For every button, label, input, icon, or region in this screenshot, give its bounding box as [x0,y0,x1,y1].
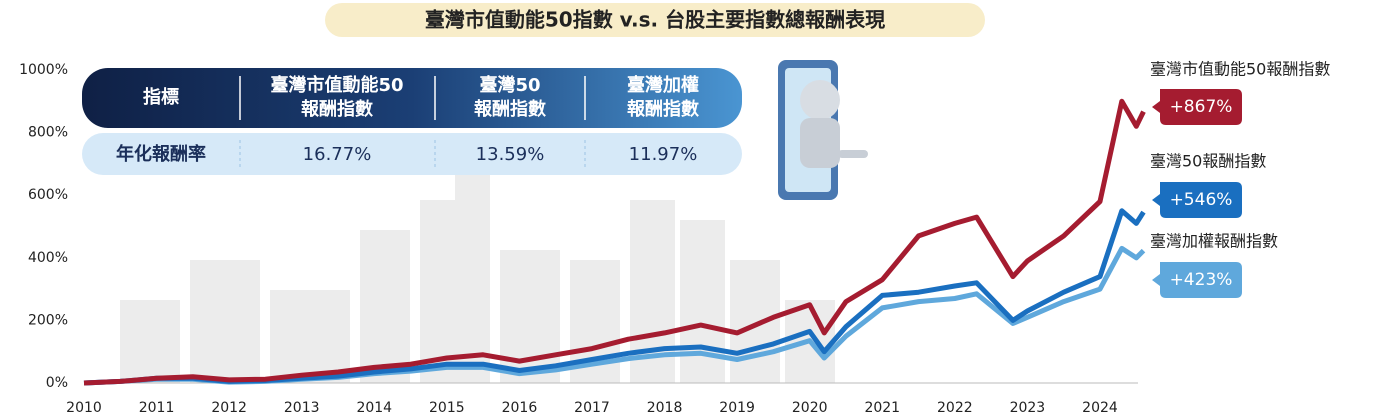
value-label: +423% [1170,270,1233,290]
table-header: 臺灣加權 [627,74,699,96]
x-tick-label: 2023 [1010,400,1046,416]
table-header-bg [82,68,742,128]
x-tick-label: 2020 [792,400,828,416]
y-tick-label: 200% [28,312,68,328]
label-pill [1152,89,1242,125]
x-tick-label: 2018 [647,400,683,416]
table-cell: 11.97% [629,144,698,165]
x-tick-label: 2022 [937,400,973,416]
x-tick-label: 2012 [211,400,247,416]
y-tick-label: 400% [28,250,68,266]
table-header: 報酬指數 [627,98,699,120]
x-tick-label: 2019 [719,400,755,416]
value-label: +546% [1170,190,1233,210]
x-tick-label: 2011 [139,400,175,416]
title-bg [325,3,985,37]
x-tick-label: 2021 [864,400,900,416]
table-header: 臺灣50 [479,74,540,96]
x-tick-label: 2013 [284,400,320,416]
table-header: 報酬指數 [301,98,373,120]
x-tick-label: 2014 [356,400,392,416]
legend-label: 臺灣加權報酬指數 [1150,232,1278,251]
table-cell: 年化報酬率 [116,143,206,165]
legend-label: 臺灣50報酬指數 [1150,152,1266,171]
series-line [83,98,1146,386]
table-cell: 16.77% [303,144,372,165]
x-tick-label: 2017 [574,400,610,416]
table-row-bg [82,133,742,175]
label-pill [1152,182,1242,218]
x-tick-label: 2016 [502,400,538,416]
value-label: +867% [1170,97,1233,117]
robot [778,60,868,200]
x-tick-label: 2010 [66,400,102,416]
chart-title: 臺灣市值動能50指數 v.s. 台股主要指數總報酬表現 [425,8,885,32]
x-tick-label: 2015 [429,400,465,416]
table-row-dividers [239,140,586,168]
y-tick-label: 1000% [19,62,68,78]
y-tick-label: 800% [28,125,68,141]
legend-label: 臺灣市值動能50報酬指數 [1150,60,1330,79]
table-cell: 13.59% [476,144,545,165]
table-header: 臺灣市值動能50 [270,74,403,96]
table-header: 指標 [143,86,179,108]
label-pill [1152,262,1242,298]
table-dividers [239,76,586,120]
y-tick-label: 600% [28,187,68,203]
x-tick-label: 2024 [1082,400,1118,416]
table-header: 報酬指數 [474,98,546,120]
y-tick-label: 0% [46,375,68,391]
